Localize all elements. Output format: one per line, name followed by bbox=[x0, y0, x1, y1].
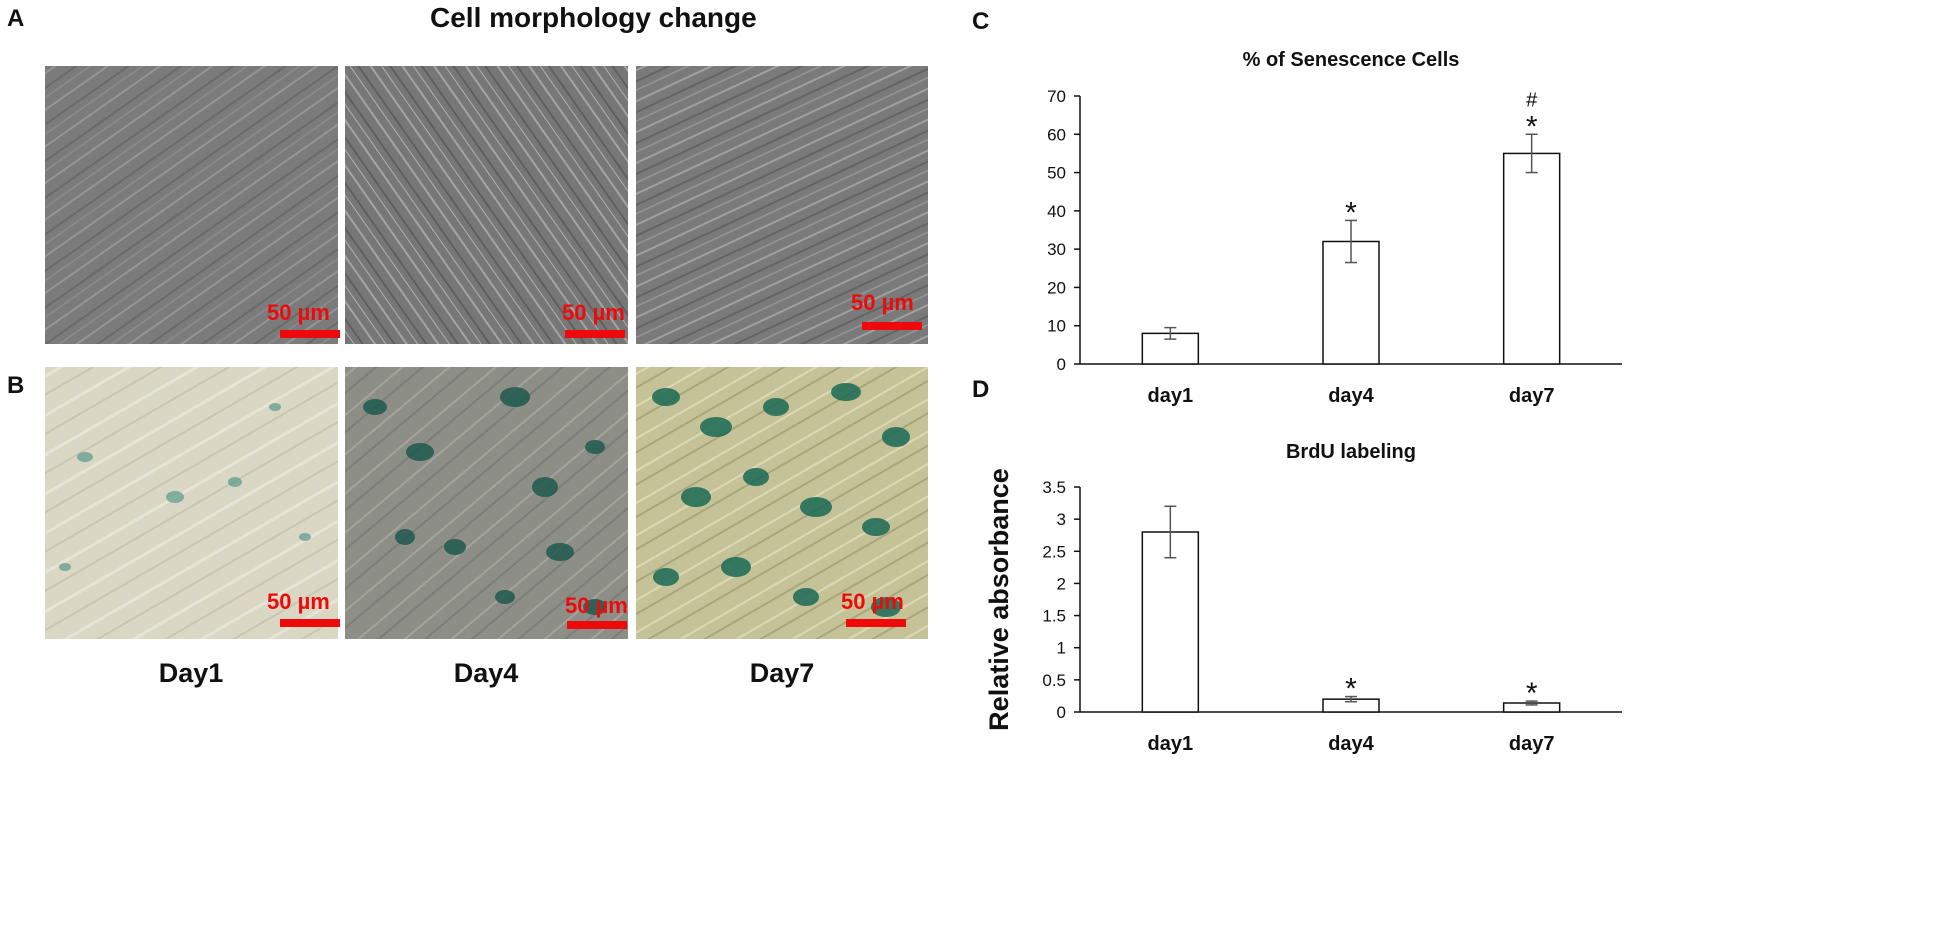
scale-bar bbox=[862, 322, 922, 330]
chart-d-y-tick-label: 0.5 bbox=[1042, 671, 1066, 690]
scale-label: 50 µm bbox=[565, 593, 628, 618]
chart-d-y-label: Relative absorbance bbox=[984, 468, 1014, 731]
chart-d-y-tick-label: 2.5 bbox=[1042, 542, 1066, 561]
chart-c-significance-mark: * bbox=[1345, 196, 1357, 229]
day-label-1: Day1 bbox=[158, 658, 224, 688]
chart-d-y-tick-label: 0 bbox=[1057, 703, 1066, 722]
chart-c-y-tick-label: 10 bbox=[1047, 317, 1066, 336]
scale-bar bbox=[846, 619, 906, 627]
micrograph-phase-day1: 50 µm bbox=[45, 66, 408, 409]
phase-texture bbox=[45, 66, 338, 344]
scale-label: 50 µm bbox=[267, 589, 330, 614]
chart-d-x-tick-label: day7 bbox=[1509, 733, 1555, 755]
scale-bar bbox=[567, 621, 627, 629]
day-label-4: Day4 bbox=[453, 658, 519, 688]
panel-letter-a: A bbox=[7, 5, 25, 32]
chart-d-x-tick-label: day1 bbox=[1148, 733, 1194, 755]
phase-texture bbox=[345, 66, 628, 344]
figure-title: Cell morphology change bbox=[430, 2, 757, 33]
panel-letter-b: B bbox=[7, 372, 25, 399]
chart-d-y-tick-label: 1 bbox=[1057, 639, 1066, 658]
panel-letter-c: C bbox=[972, 8, 990, 35]
day-label-7: Day7 bbox=[749, 658, 815, 688]
chart-c-significance-mark: * bbox=[1526, 110, 1538, 143]
chart-c-significance-mark: # bbox=[1526, 89, 1538, 111]
stain-texture bbox=[636, 367, 928, 639]
chart-c-title: % of Senescence Cells bbox=[1243, 49, 1460, 71]
chart-c-y-tick-label: 70 bbox=[1047, 87, 1066, 106]
scale-label: 50 µm bbox=[562, 300, 625, 325]
chart-d-y-tick-label: 1.5 bbox=[1042, 607, 1066, 626]
chart-d-significance-mark: * bbox=[1526, 677, 1538, 710]
chart-d-y-tick-label: 3.5 bbox=[1042, 478, 1066, 497]
scale-label: 50 µm bbox=[851, 290, 914, 315]
micrograph-stain-day7: 50 µm bbox=[636, 367, 999, 710]
chart-d-bar bbox=[1141, 531, 1200, 713]
chart-c-y-tick-label: 30 bbox=[1047, 240, 1066, 259]
stain-texture bbox=[345, 367, 628, 639]
chart-c-y-tick-label: 40 bbox=[1047, 202, 1066, 221]
scale-label: 50 µm bbox=[267, 300, 330, 325]
chart-d-y-tick-label: 2 bbox=[1057, 574, 1066, 593]
panel-letter-d: D bbox=[972, 376, 990, 403]
micrograph-stain-day1: 50 µm bbox=[45, 367, 408, 710]
micrograph-phase-day4: 50 µm bbox=[345, 66, 708, 409]
micrograph-phase-day7: 50 µm bbox=[636, 66, 999, 409]
scale-bar bbox=[280, 619, 340, 627]
chart-d-x-tick-label: day4 bbox=[1328, 733, 1374, 755]
chart-c-y-tick-label: 50 bbox=[1047, 164, 1066, 183]
chart-d-title: BrdU labeling bbox=[1286, 441, 1416, 463]
scale-bar bbox=[280, 330, 340, 338]
stain-texture bbox=[45, 367, 338, 639]
chart-c-bar bbox=[1502, 152, 1561, 365]
chart-d-significance-mark: * bbox=[1345, 673, 1357, 706]
chart-c-y-tick-label: 20 bbox=[1047, 278, 1066, 297]
scale-label: 50 µm bbox=[841, 589, 904, 614]
chart-c-x-tick-label: day1 bbox=[1148, 385, 1194, 407]
scale-bar bbox=[565, 330, 625, 338]
chart-d-y-tick-label: 3 bbox=[1057, 510, 1066, 529]
chart-c-x-tick-label: day4 bbox=[1328, 385, 1374, 407]
chart-c-y-tick-label: 60 bbox=[1047, 125, 1066, 144]
micrograph-stain-day4: 50 µm bbox=[345, 367, 708, 710]
phase-texture bbox=[636, 66, 928, 344]
chart-c-y-tick-label: 0 bbox=[1057, 355, 1066, 374]
chart-c-x-tick-label: day7 bbox=[1509, 385, 1555, 407]
